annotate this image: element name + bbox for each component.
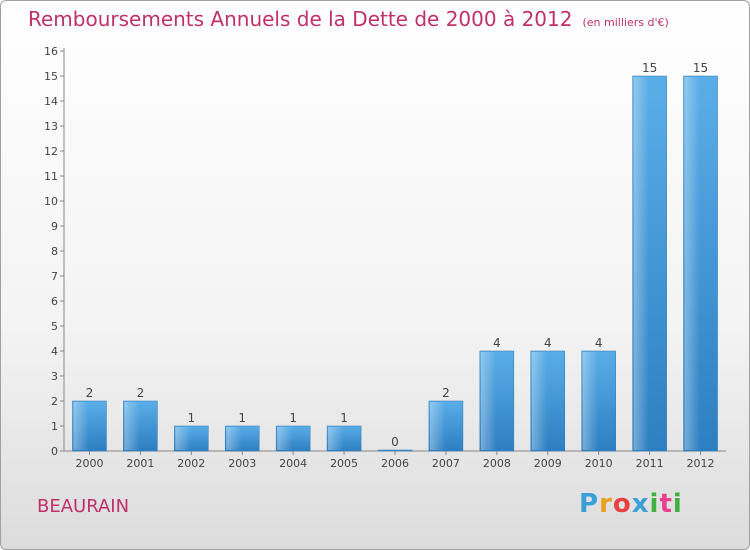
data-label: 2 xyxy=(442,386,450,400)
logo-letter: i xyxy=(649,489,660,519)
x-tick-label: 2003 xyxy=(228,457,256,470)
data-label: 15 xyxy=(693,61,708,75)
logo-letter: r xyxy=(599,489,613,519)
y-tick-label: 15 xyxy=(44,70,58,83)
data-label: 4 xyxy=(544,336,552,350)
data-label: 0 xyxy=(391,435,399,449)
data-label: 4 xyxy=(493,336,501,350)
y-tick-label: 14 xyxy=(44,95,58,108)
y-tick-label: 10 xyxy=(44,195,58,208)
data-label: 1 xyxy=(289,411,297,425)
chart-unit: (en milliers d'€) xyxy=(582,16,669,29)
y-tick-label: 0 xyxy=(51,445,58,458)
bar xyxy=(377,449,413,452)
y-tick-label: 2 xyxy=(51,395,58,408)
bar-highlight xyxy=(73,402,89,450)
x-tick-label: 2002 xyxy=(177,457,205,470)
logo-letter: x xyxy=(631,489,650,519)
y-tick-label: 9 xyxy=(51,220,58,233)
bar-highlight xyxy=(429,402,446,450)
bar-highlight xyxy=(633,77,649,450)
bar-highlight xyxy=(582,352,598,450)
data-label: 1 xyxy=(238,411,246,425)
y-tick-label: 4 xyxy=(51,345,58,358)
x-tick-label: 2012 xyxy=(687,457,715,470)
data-label: 4 xyxy=(595,336,603,350)
y-tick-label: 8 xyxy=(51,245,58,258)
data-labels: 2 2 1 1 1 1 0 2 4 4 4 15 15 xyxy=(86,61,709,449)
y-tick-label: 5 xyxy=(51,320,58,333)
x-tick-label: 2007 xyxy=(432,457,460,470)
x-tick-label: 2006 xyxy=(381,457,409,470)
x-axis: 2000 2001 2002 2003 2004 2005 2006 2007 2008 2009… xyxy=(64,450,726,470)
data-label: 2 xyxy=(86,386,94,400)
bar-highlight xyxy=(480,352,497,450)
data-label: 15 xyxy=(642,61,657,75)
y-tick-label: 12 xyxy=(44,145,58,158)
bar-highlight xyxy=(226,427,242,450)
y-tick-label: 11 xyxy=(44,170,58,183)
bar-highlight xyxy=(175,427,191,450)
data-label: 1 xyxy=(340,411,348,425)
y-tick-label: 3 xyxy=(51,370,58,383)
x-tick-label: 2008 xyxy=(483,457,511,470)
bar-highlight xyxy=(124,402,140,450)
proxiti-logo: Proxiti xyxy=(579,489,683,519)
x-tick-label: 2010 xyxy=(585,457,613,470)
chart-title-text: Remboursements Annuels de la Dette de 20… xyxy=(28,7,573,31)
bar-highlight xyxy=(531,352,548,450)
x-tick-label: 2004 xyxy=(279,457,307,470)
x-tick-label: 2000 xyxy=(75,457,103,470)
x-tick-label: 2001 xyxy=(126,457,154,470)
y-tick-label: 6 xyxy=(51,295,58,308)
bars xyxy=(72,75,718,452)
x-tick-label: 2005 xyxy=(330,457,358,470)
x-tick-label: 2011 xyxy=(636,457,664,470)
logo-letter: P xyxy=(579,489,600,519)
bar-highlight xyxy=(277,427,293,450)
y-tick-label: 1 xyxy=(51,420,58,433)
data-label: 2 xyxy=(137,386,145,400)
data-label: 1 xyxy=(187,411,195,425)
logo-letter: i xyxy=(672,489,683,519)
commune-name: BEAURAIN xyxy=(37,496,130,517)
y-tick-label: 7 xyxy=(51,270,58,283)
chart-title: Remboursements Annuels de la Dette de 20… xyxy=(28,7,669,31)
bar-highlight xyxy=(684,77,700,450)
logo-letter: t xyxy=(659,489,673,519)
logo-letter: o xyxy=(612,489,632,519)
y-tick-label: 16 xyxy=(44,45,58,58)
bar-highlight xyxy=(328,427,344,450)
x-tick-label: 2009 xyxy=(534,457,562,470)
y-tick-label: 13 xyxy=(44,120,58,133)
